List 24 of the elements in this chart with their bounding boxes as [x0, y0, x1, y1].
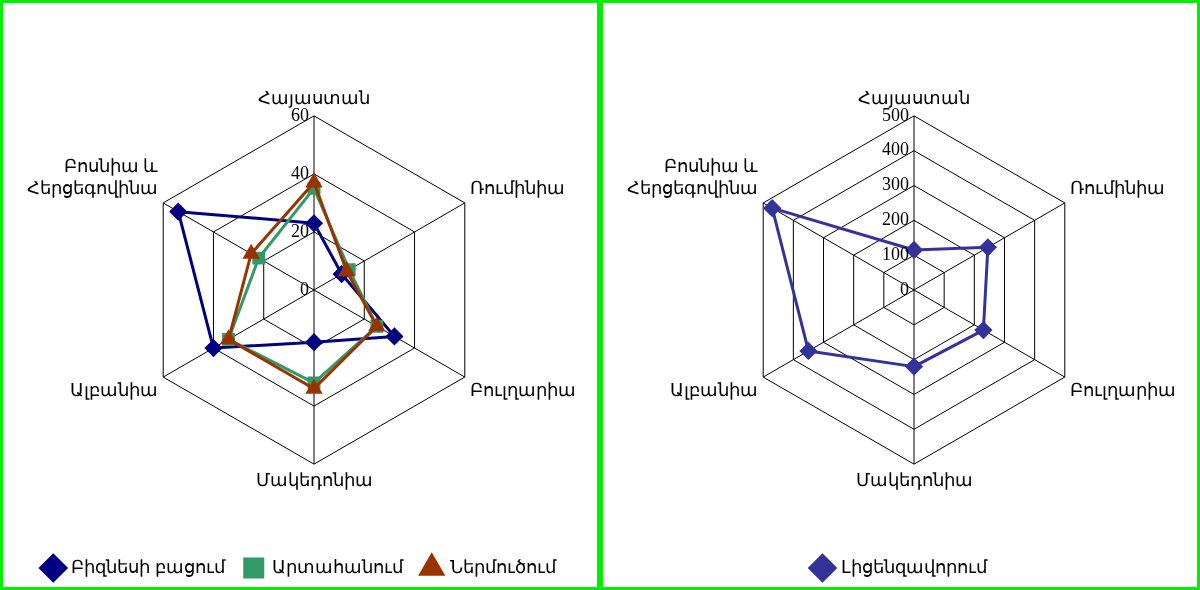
spoke-label: Հայաստան	[258, 87, 370, 108]
spoke-label: Ալբանիա	[670, 379, 758, 400]
spoke-label: Բուլղարիա	[1070, 379, 1176, 400]
y-tick-label: 0	[300, 278, 309, 299]
legend-label: Արտահանում	[271, 556, 404, 577]
spoke-label: Բոսնիա և Հերցեգովինա	[627, 156, 758, 198]
spoke-label: Ռումինիա	[470, 177, 565, 198]
spoke-label: Մակեդոնիա	[855, 469, 973, 490]
y-tick-label: 400	[882, 139, 909, 160]
y-tick-label: 0	[900, 278, 909, 299]
spoke-label: Ալբանիա	[70, 379, 158, 400]
spoke-label: Բոսնիա և Հերցեգովինա	[27, 156, 158, 198]
spoke-label: Մակեդոնիա	[255, 469, 373, 490]
y-tick-label: 40	[291, 162, 309, 183]
spoke-label: Հայաստան	[858, 87, 970, 108]
legend-label: Ներմուծում	[449, 556, 557, 577]
y-tick-label: 300	[882, 174, 909, 195]
legend-label: Բիզնեսի բացում	[71, 556, 226, 577]
y-tick-label: 100	[882, 243, 909, 264]
spoke-label: Ռումինիա	[1070, 177, 1165, 198]
legend-label: Լիցենզավորում	[840, 556, 988, 577]
y-tick-label: 200	[882, 209, 909, 230]
spoke-label: Բուլղարիա	[470, 379, 576, 400]
y-tick-label: 20	[291, 220, 309, 241]
